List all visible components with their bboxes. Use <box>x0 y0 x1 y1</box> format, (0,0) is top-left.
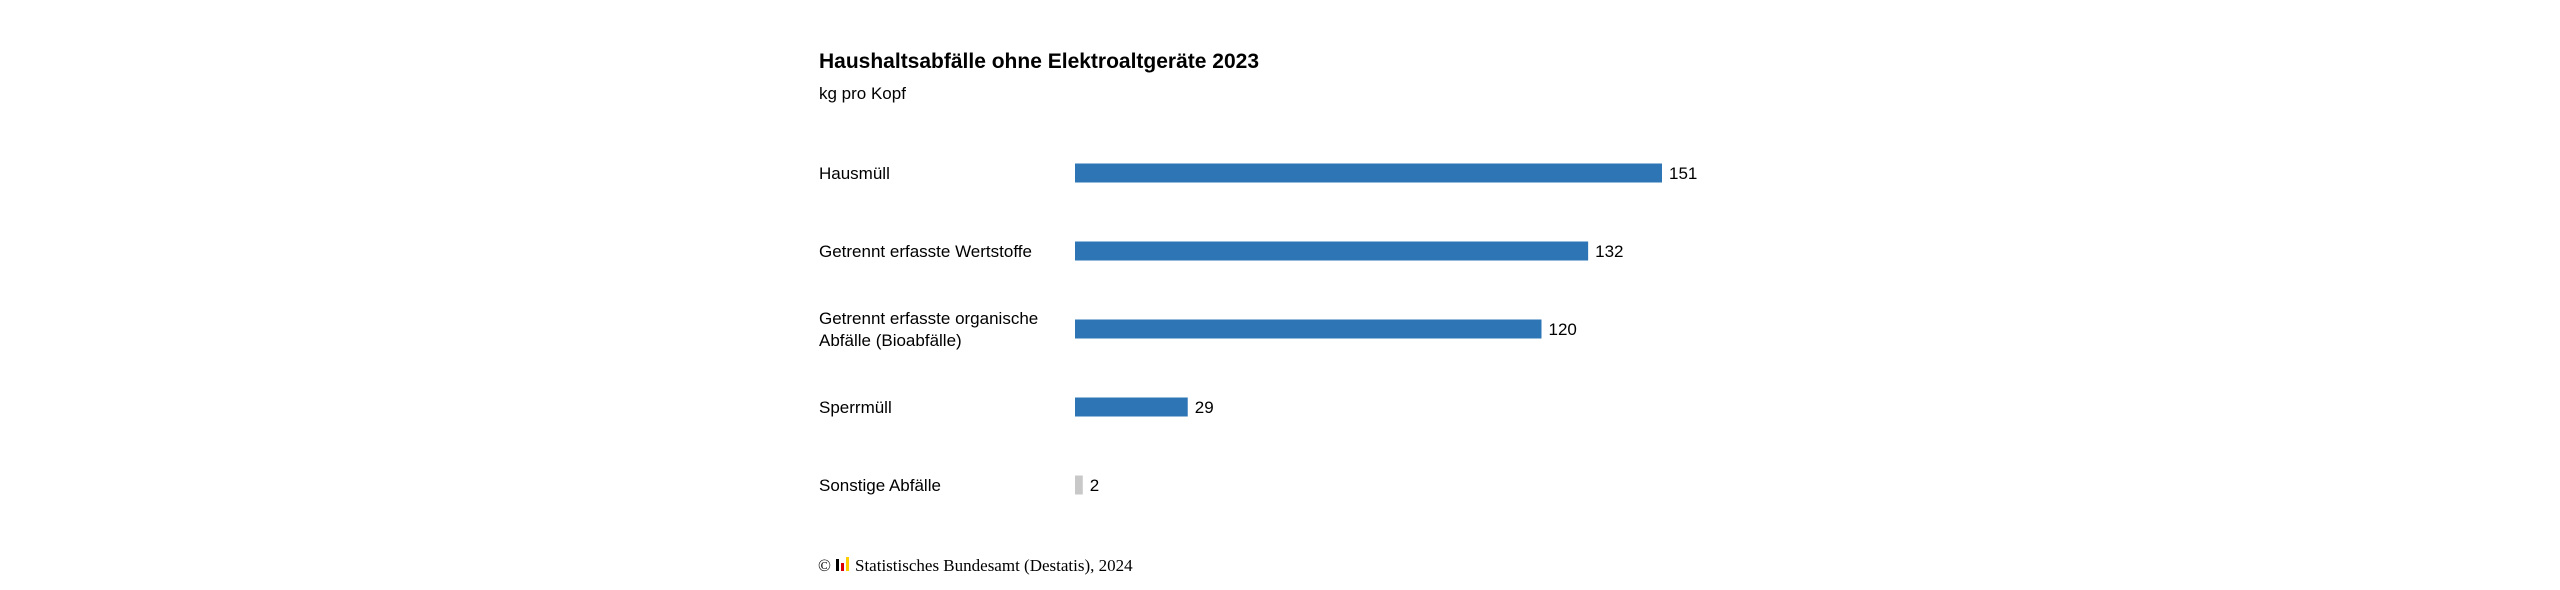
category-label-line: Getrennt erfasste organische <box>819 309 1038 328</box>
category-label-line: Getrennt erfasste Wertstoffe <box>819 242 1032 261</box>
value-label: 2 <box>1090 476 1099 495</box>
bar <box>1075 475 1083 495</box>
value-label: 151 <box>1669 164 1697 183</box>
bar-row: Getrennt erfasste organische Abfälle (Bio… <box>819 309 1577 350</box>
category-label: Getrennt erfasste Wertstoffe <box>819 242 1032 261</box>
value-label: 120 <box>1548 320 1576 339</box>
destatis-logo-icon <box>836 557 849 571</box>
chart-title: Haushaltsabfälle ohne Elektroaltgeräte 2… <box>819 50 1259 73</box>
category-label: Hausmüll <box>819 164 890 183</box>
category-label-line: Abfälle (Bioabfälle) <box>819 331 962 350</box>
value-label: 29 <box>1195 398 1214 417</box>
category-label: Sperrmüll <box>819 398 892 417</box>
bar-row: Hausmüll 151 <box>819 163 1697 183</box>
source-text: Statistisches Bundesamt (Destatis), 2024 <box>855 556 1133 575</box>
category-label-line: Sonstige Abfälle <box>819 476 941 495</box>
bar-row: Sonstige Abfälle 2 <box>819 475 1099 495</box>
category-label-line: Hausmüll <box>819 164 890 183</box>
value-label: 132 <box>1595 242 1623 261</box>
bar-row: Sperrmüll 29 <box>819 397 1214 417</box>
category-label: Sonstige Abfälle <box>819 476 941 495</box>
bar <box>1075 241 1589 261</box>
category-label-line: Sperrmüll <box>819 398 892 417</box>
bar-row: Getrennt erfasste Wertstoffe 132 <box>819 241 1624 261</box>
source-footer: © Statistisches Bundesamt (Destatis), 20… <box>818 556 1133 575</box>
chart-subtitle: kg pro Kopf <box>819 84 906 103</box>
bars-group: Hausmüll 151 Getrennt erfasste Wertstoffe 1… <box>819 163 1697 495</box>
bar <box>1075 397 1188 417</box>
copyright-symbol: © <box>818 556 831 575</box>
bar <box>1075 163 1662 183</box>
bar <box>1075 319 1542 339</box>
category-label: Getrennt erfasste organische Abfälle (Bio… <box>819 309 1038 350</box>
